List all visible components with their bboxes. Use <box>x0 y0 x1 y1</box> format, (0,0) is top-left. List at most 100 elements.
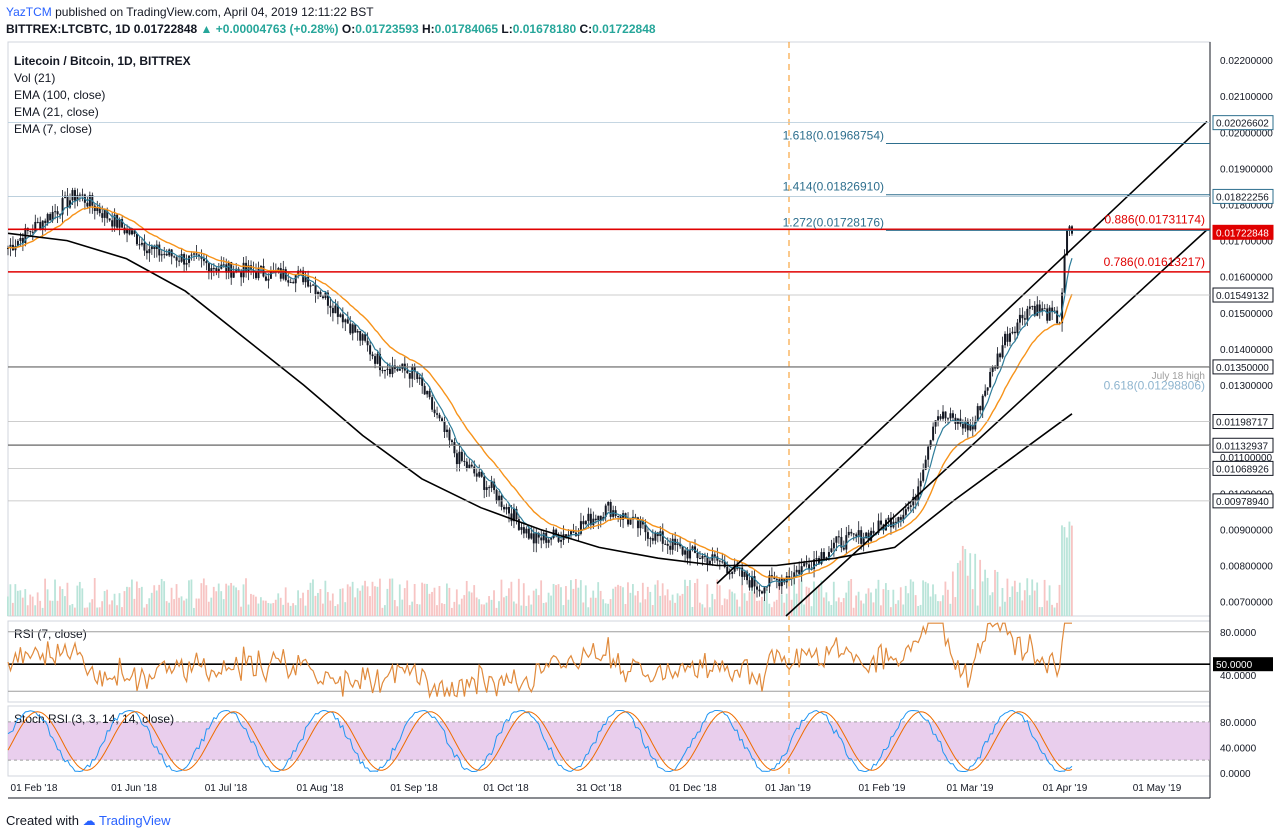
candle-body <box>798 569 801 574</box>
volume-bar <box>383 605 386 616</box>
volume-bar <box>555 585 557 616</box>
volume-bar <box>909 579 912 616</box>
candle-body <box>185 262 188 265</box>
volume-bar <box>450 607 453 616</box>
volume-bar <box>88 602 91 616</box>
volume-bar <box>882 589 885 616</box>
candle-body <box>939 416 942 419</box>
volume-bar <box>1066 537 1068 616</box>
candle-body <box>597 515 600 521</box>
volume-bar <box>307 589 309 616</box>
candle-body <box>609 501 612 517</box>
candle-body <box>282 269 285 279</box>
volume-bar <box>535 588 538 616</box>
volume-bar <box>540 580 543 616</box>
volume-bar <box>106 589 109 616</box>
candle-body <box>731 571 734 574</box>
volume-bar <box>632 584 634 616</box>
volume-bar <box>830 604 833 616</box>
candle-body <box>1028 306 1031 309</box>
volume-bar <box>562 605 565 616</box>
volume-bar <box>168 602 171 616</box>
volume-bar <box>272 602 275 616</box>
candle-body <box>344 319 347 323</box>
candle-body <box>627 518 630 525</box>
volume-bar <box>852 607 855 616</box>
volume-bar <box>468 591 471 616</box>
candle-body <box>676 543 679 546</box>
price-tick-label: 0.00900000 <box>1220 525 1273 536</box>
volume-bar <box>289 605 292 616</box>
volume-bar <box>627 582 629 616</box>
volume-bar <box>979 559 982 616</box>
candle-body <box>165 253 168 256</box>
candle-body <box>314 284 317 295</box>
volume-bar <box>557 584 560 616</box>
candle-body <box>917 486 920 501</box>
volume-bar <box>946 589 949 616</box>
volume-bar <box>255 596 257 616</box>
candle-body <box>493 481 496 491</box>
stoch-tick-label: 0.0000 <box>1220 769 1251 780</box>
volume-bar <box>1028 595 1031 616</box>
candle-body <box>329 305 332 308</box>
volume-bar <box>361 585 364 616</box>
volume-bar <box>299 598 302 616</box>
volume-bar <box>195 598 198 616</box>
candle-body <box>426 390 429 395</box>
stoch-d-line <box>7 711 1073 771</box>
candle-body <box>1043 308 1046 310</box>
volume-bar <box>24 589 27 616</box>
price-tick-label: 0.01500000 <box>1220 309 1273 320</box>
volume-bar <box>654 584 657 616</box>
volume-bar <box>763 600 766 616</box>
publish-info: published on TradingView.com, April 04, … <box>55 5 374 19</box>
candle-body <box>922 469 925 481</box>
volume-bar <box>135 581 138 616</box>
candle-body <box>78 194 81 196</box>
candle-body <box>927 446 930 460</box>
date-tick-label: 01 Sep '18 <box>390 783 438 794</box>
footer-brand[interactable]: TradingView <box>99 813 171 828</box>
volume-bar <box>416 603 419 616</box>
volume-bar <box>247 604 250 616</box>
legend-ema21: EMA (21, close) <box>14 105 99 119</box>
volume-bar <box>423 583 426 616</box>
candle-body <box>914 496 917 501</box>
author-link[interactable]: YazTCM <box>6 5 52 19</box>
candle-body <box>813 559 816 569</box>
volume-bar <box>894 603 897 616</box>
volume-bar <box>1008 596 1011 616</box>
candle-body <box>207 263 210 273</box>
date-tick-label: 01 Jun '18 <box>111 783 157 794</box>
candle-body <box>73 190 76 201</box>
volume-bar <box>197 598 200 616</box>
volume-bar <box>939 601 942 616</box>
candle-body <box>629 519 632 525</box>
volume-bar <box>51 600 54 616</box>
volume-bar <box>463 595 466 616</box>
volume-bar <box>334 606 337 616</box>
volume-bar <box>795 593 798 616</box>
candle-body <box>376 353 379 364</box>
candle-body <box>726 566 729 574</box>
volume-bar <box>1011 586 1014 616</box>
candle-body <box>413 366 416 372</box>
candle-body <box>1031 305 1034 307</box>
volume-bar <box>778 579 781 616</box>
volume-bar <box>294 605 297 616</box>
candle-body <box>664 543 667 545</box>
candle-body <box>64 195 67 199</box>
candle-body <box>644 524 647 533</box>
volume-bar <box>483 604 485 616</box>
volume-bar <box>121 607 123 616</box>
volume-bar <box>956 562 959 616</box>
volume-bar <box>897 600 900 616</box>
volume-bar <box>455 589 458 616</box>
candle-body <box>622 513 625 520</box>
candle-body <box>981 395 984 411</box>
volume-bar <box>1031 579 1034 616</box>
volume-bar <box>1036 582 1039 616</box>
volume-bar <box>66 582 69 616</box>
